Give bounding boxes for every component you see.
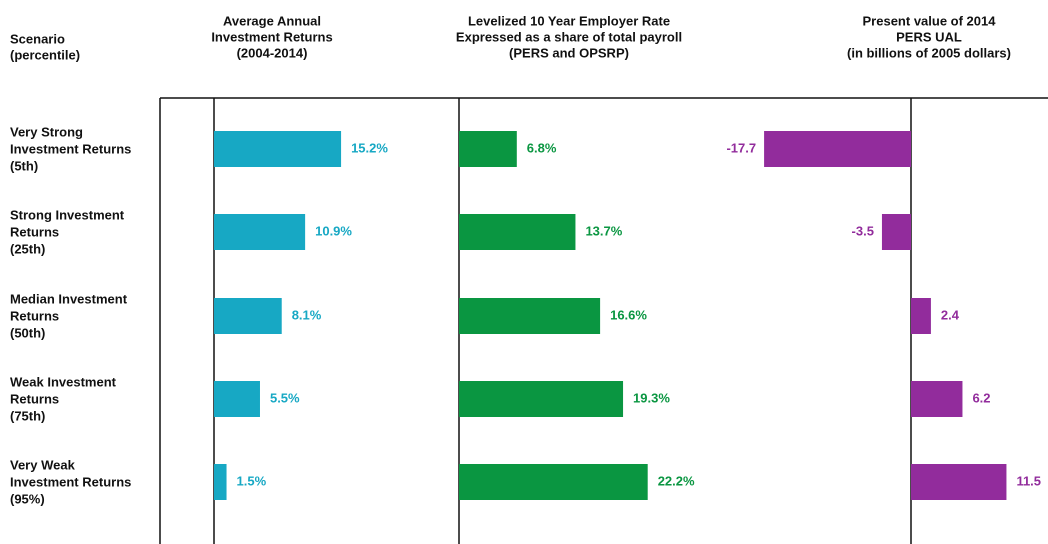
- category-label: Returns: [10, 391, 59, 406]
- bar: [459, 298, 601, 334]
- data-label: 15.2%: [351, 140, 388, 155]
- bar: [911, 381, 963, 417]
- bar: [214, 131, 342, 167]
- data-label: 6.2: [972, 390, 990, 405]
- bar: [911, 298, 931, 334]
- category-label: Weak Investment: [10, 374, 117, 389]
- data-label: 19.3%: [633, 390, 670, 405]
- category-label: Very Strong: [10, 124, 83, 139]
- category-label: Returns: [10, 224, 59, 239]
- bar: [459, 214, 576, 250]
- bar: [764, 131, 911, 167]
- bar: [459, 381, 624, 417]
- category-label: Returns: [10, 308, 59, 323]
- category-label: (25th): [10, 241, 45, 256]
- category-label: Investment Returns: [10, 141, 131, 156]
- panel-title: (2004-2014): [237, 45, 308, 60]
- category-label: Investment Returns: [10, 474, 131, 489]
- bar: [214, 298, 282, 334]
- bar: [214, 381, 260, 417]
- category-label: (5th): [10, 158, 38, 173]
- data-label: 1.5%: [237, 473, 267, 488]
- category-label: Median Investment: [10, 291, 128, 306]
- category-label: Strong Investment: [10, 207, 125, 222]
- row-header: Scenario: [10, 31, 65, 46]
- data-label: 8.1%: [292, 307, 322, 322]
- panel-title: (in billions of 2005 dollars): [847, 45, 1011, 60]
- category-label: (95%): [10, 491, 45, 506]
- category-label: (75th): [10, 408, 45, 423]
- panel-title: PERS UAL: [896, 29, 962, 44]
- data-label: 11.5: [1016, 473, 1041, 488]
- data-label: 16.6%: [610, 307, 647, 322]
- bar: [459, 464, 648, 500]
- panel-title: Average Annual: [223, 13, 321, 28]
- data-label: 10.9%: [315, 223, 352, 238]
- data-label: 2.4: [941, 307, 960, 322]
- panel-title: Expressed as a share of total payroll: [456, 29, 682, 44]
- data-label: 5.5%: [270, 390, 300, 405]
- data-label: 22.2%: [658, 473, 695, 488]
- data-label: -17.7: [726, 140, 756, 155]
- panel-title: Present value of 2014: [863, 13, 997, 28]
- panel-title: Investment Returns: [211, 29, 332, 44]
- data-label: -3.5: [852, 223, 874, 238]
- row-header: (percentile): [10, 47, 80, 62]
- bar: [214, 464, 227, 500]
- bar: [881, 214, 911, 250]
- bar: [459, 131, 517, 167]
- bar: [911, 464, 1007, 500]
- bar: [214, 214, 306, 250]
- panel-title: (PERS and OPSRP): [509, 45, 629, 60]
- category-label: (50th): [10, 325, 45, 340]
- category-label: Very Weak: [10, 457, 76, 472]
- panel-title: Levelized 10 Year Employer Rate: [468, 13, 670, 28]
- data-label: 13.7%: [585, 223, 622, 238]
- data-label: 6.8%: [527, 140, 557, 155]
